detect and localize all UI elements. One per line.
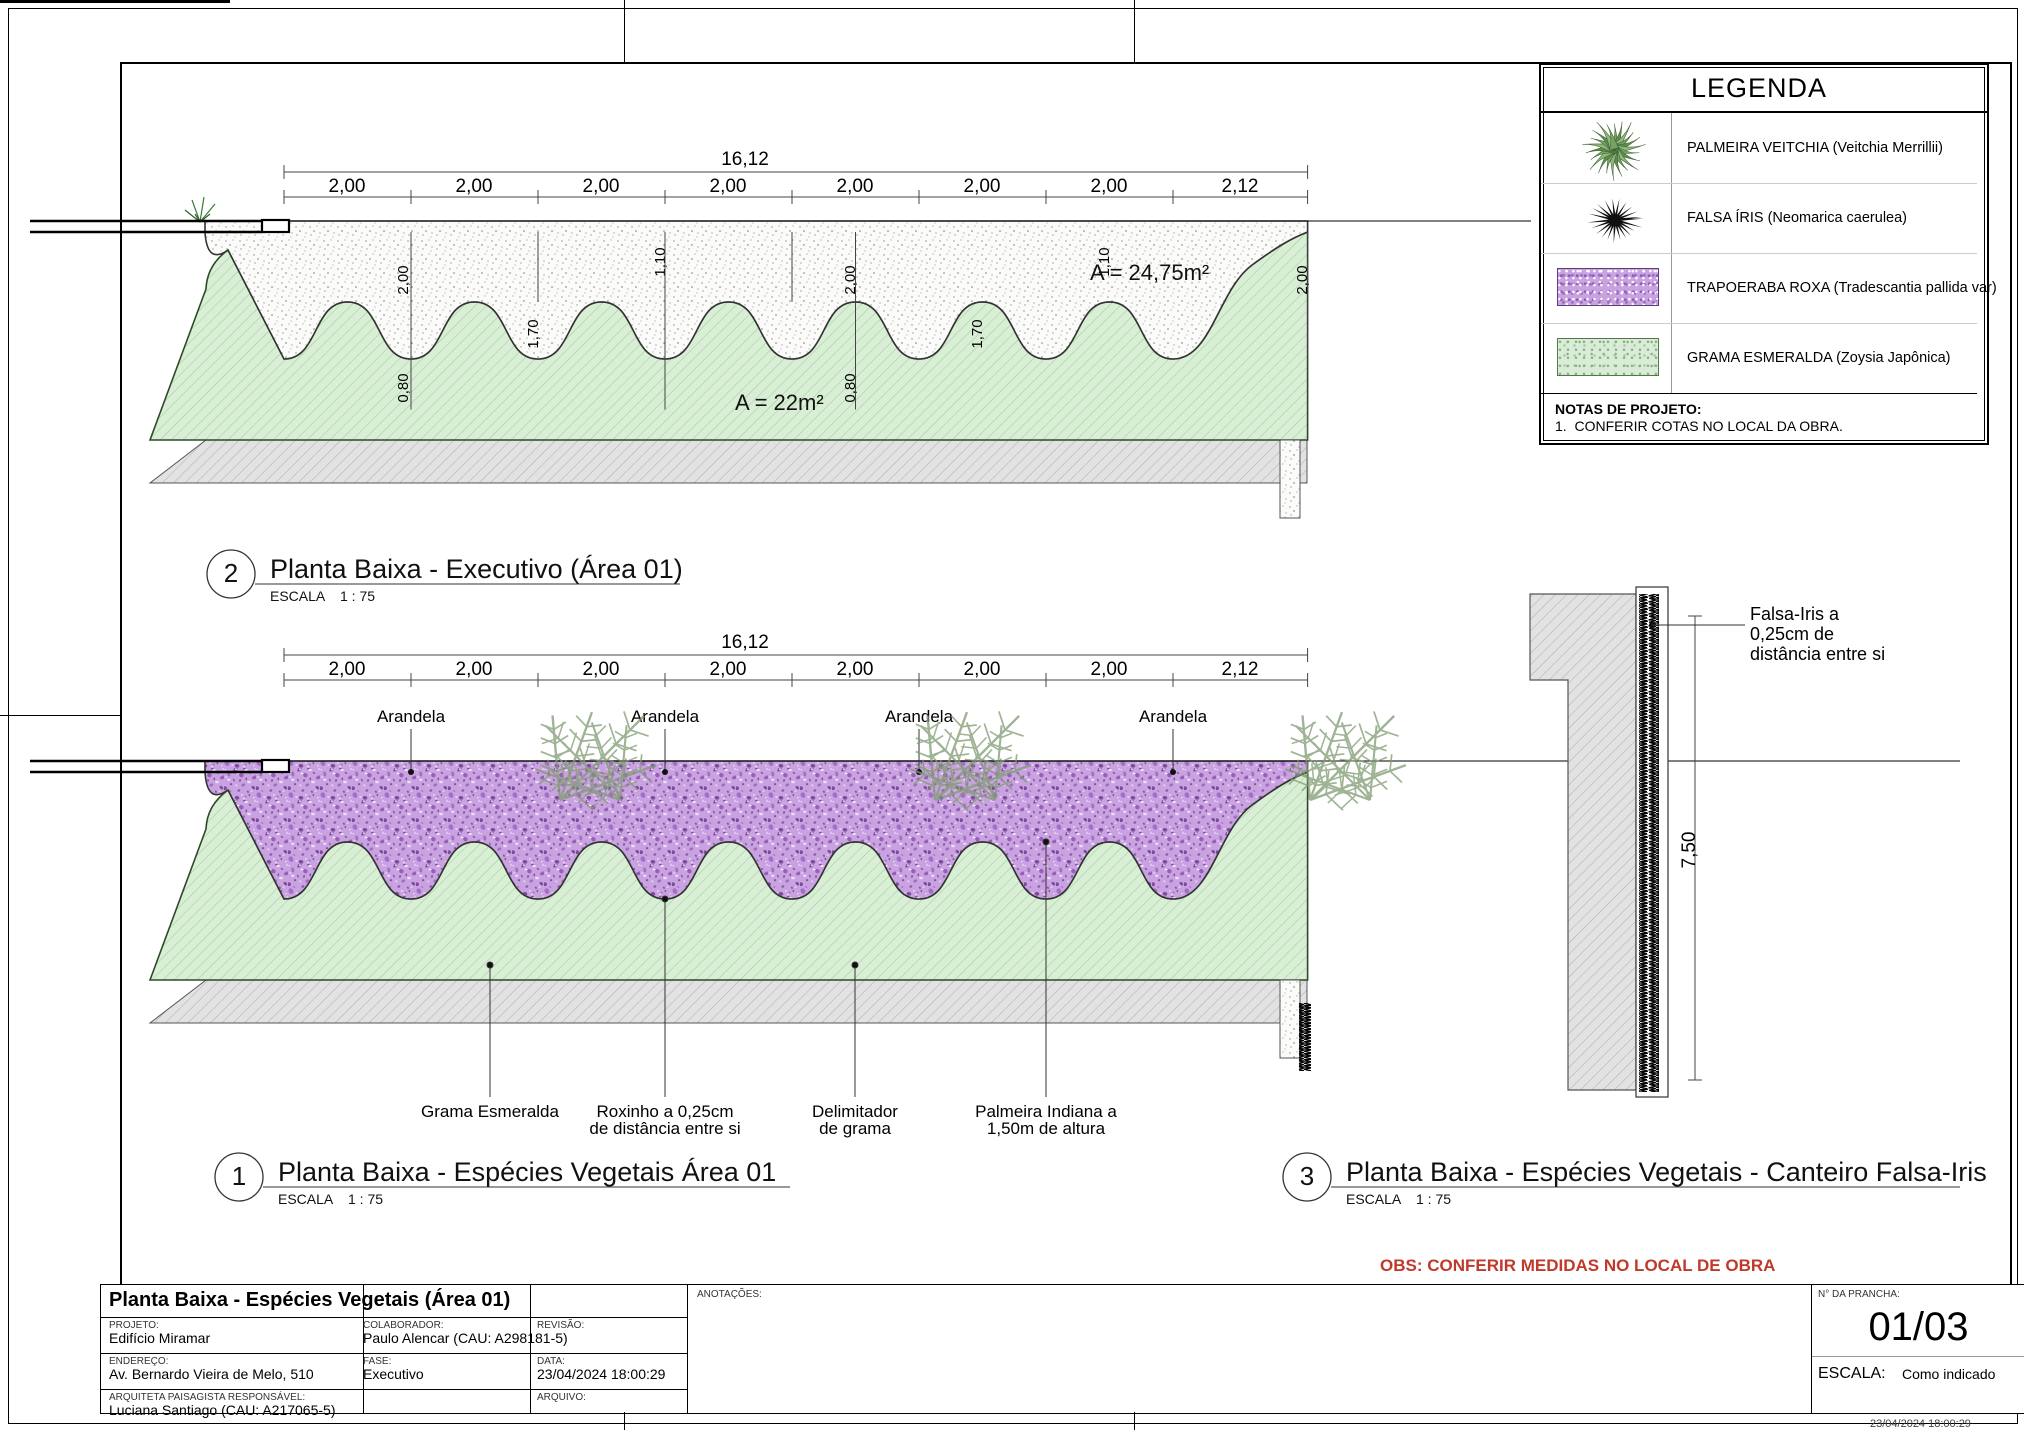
- svg-text:7,50: 7,50: [1679, 832, 1700, 869]
- svg-text:distância entre si: distância entre si: [1750, 644, 1885, 664]
- svg-text:Falsa-Iris a: Falsa-Iris a: [1750, 604, 1840, 624]
- svg-text:0,25cm de: 0,25cm de: [1750, 624, 1834, 644]
